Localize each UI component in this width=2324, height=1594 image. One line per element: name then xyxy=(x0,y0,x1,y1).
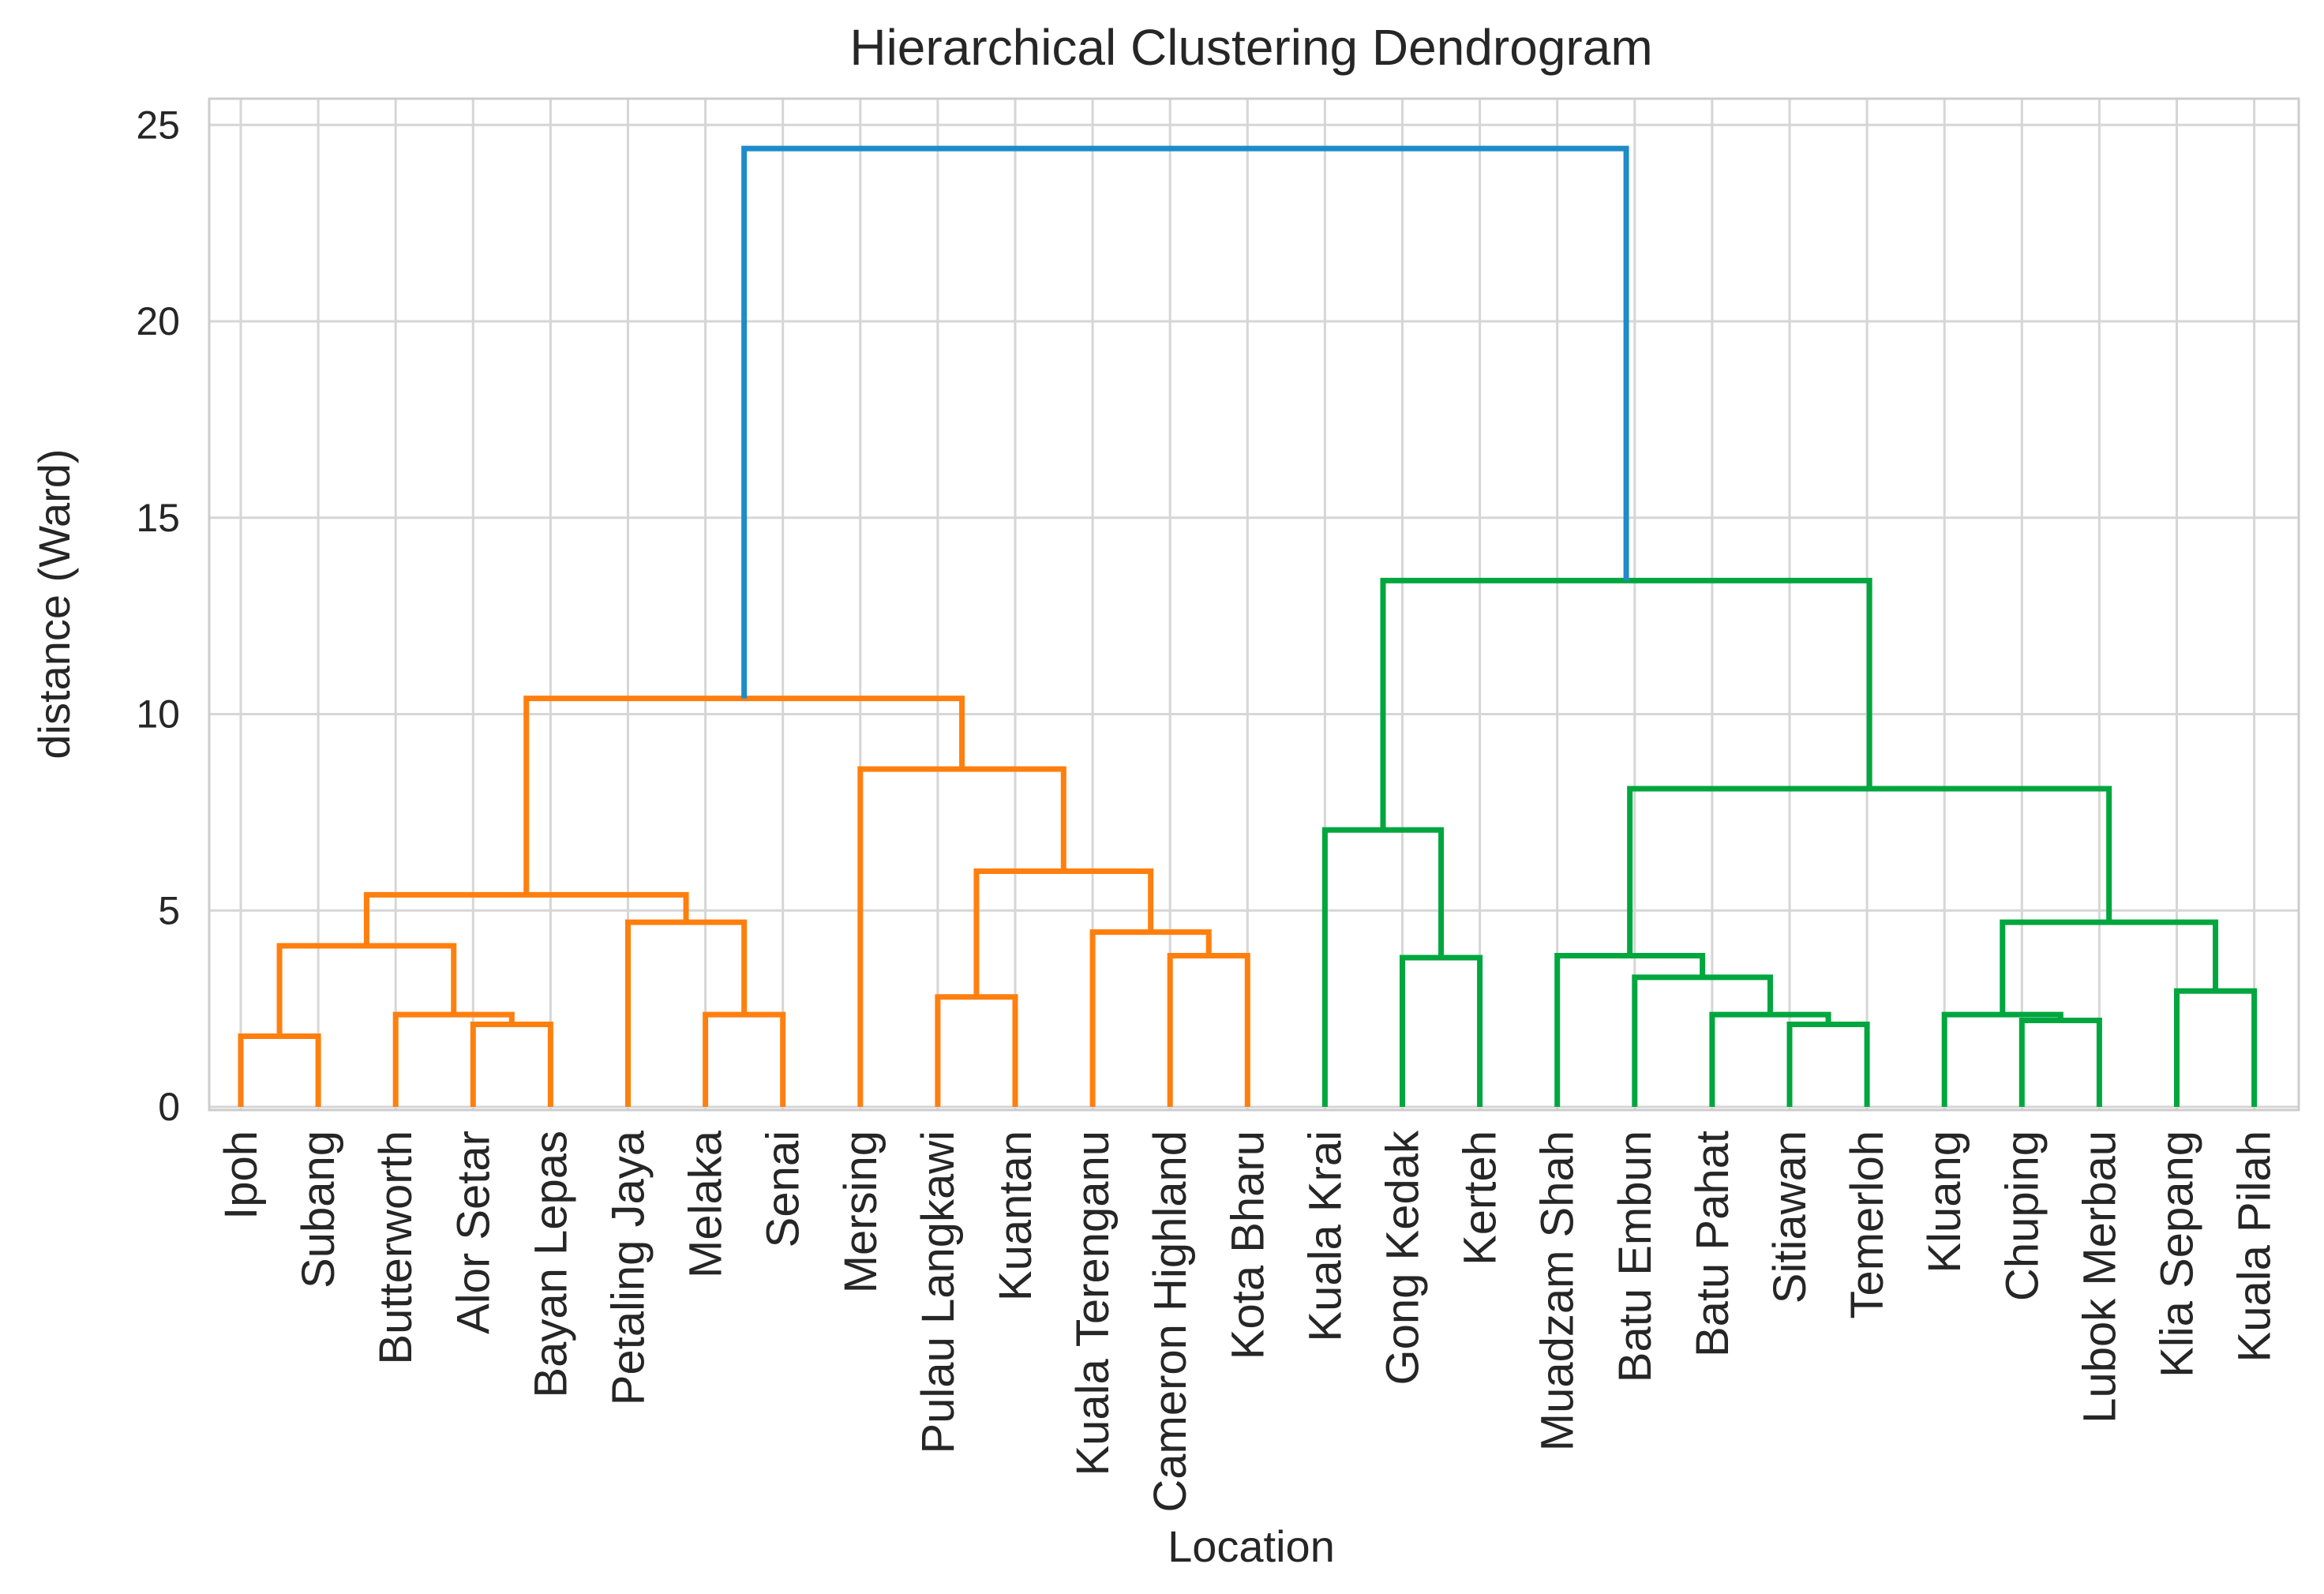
leaf-label: Cameron Highland xyxy=(1145,1131,1196,1513)
dendrogram-link xyxy=(935,994,1018,1107)
dendrogram-link xyxy=(238,1033,321,1107)
y-tick-label: 25 xyxy=(136,103,180,147)
dendrogram-link xyxy=(392,1011,515,1107)
leaf-label: Alor Setar xyxy=(448,1131,499,1334)
dendrogram-link xyxy=(857,766,1066,1107)
plot-frame xyxy=(208,97,2300,1112)
y-tick-label: 5 xyxy=(158,888,180,932)
dendrogram-link xyxy=(2000,919,2219,1015)
leaf-label: Senai xyxy=(758,1131,809,1247)
x-axis-label: Location xyxy=(1168,1521,1335,1571)
dendrogram-link xyxy=(523,696,965,895)
dendrogram-link xyxy=(470,1022,553,1107)
leaf-label: Muadzam Shah xyxy=(1532,1131,1584,1451)
grid xyxy=(209,99,2299,1110)
dendrogram-link xyxy=(625,919,748,1107)
leaf-label: Klia Sepang xyxy=(2152,1131,2203,1378)
leaf-label: Chuping xyxy=(1996,1131,2048,1301)
leaf-label: Kuala Krai xyxy=(1299,1131,1351,1342)
y-tick-label: 10 xyxy=(136,692,180,737)
leaf-label: Ipoh xyxy=(216,1131,267,1220)
dendrogram-link xyxy=(276,943,457,1037)
leaf-label: Kuala Terenganu xyxy=(1067,1131,1119,1476)
dendrogram-link xyxy=(1321,827,1445,1107)
leaf-label: Kuantan xyxy=(990,1131,1041,1301)
dendrogram-link xyxy=(1786,1022,1870,1107)
y-tick-label: 0 xyxy=(158,1085,180,1129)
leaf-label: Kerteh xyxy=(1455,1131,1506,1266)
leaf-label: Melaka xyxy=(680,1130,732,1278)
leaf-label: Batu Embun xyxy=(1610,1131,1661,1382)
y-axis-label: distance (Ward) xyxy=(29,448,79,759)
leaf-label: Pulau Langkawi xyxy=(913,1131,964,1454)
dendrogram-link xyxy=(2174,988,2258,1107)
dendrogram-link xyxy=(1380,577,1872,831)
leaf-labels: Ipoh Subang Butterworth Alor Setar Bayan Lep… xyxy=(216,1130,2281,1513)
leaf-label: Gong Kedak xyxy=(1378,1130,1429,1385)
dendrogram-links xyxy=(238,145,2258,1107)
dendrogram-link xyxy=(741,145,1629,699)
dendrogram-link xyxy=(2019,1018,2102,1107)
dendrogram-link xyxy=(703,1011,786,1107)
dendrogram-link xyxy=(1709,1011,1831,1107)
leaf-label: Batu Pahat xyxy=(1687,1131,1738,1357)
leaf-label: Bayan Lepas xyxy=(525,1131,576,1398)
chart-title: Hierarchical Clustering Dendrogram xyxy=(849,19,1652,76)
y-tick-labels: 0 5 10 15 20 25 xyxy=(136,103,180,1129)
dendrogram-link xyxy=(1167,952,1250,1107)
dendrogram-link xyxy=(1941,1011,2063,1107)
leaf-label: Lubok Merbau xyxy=(2074,1131,2125,1423)
leaf-label: Kluang xyxy=(1919,1131,1970,1273)
leaf-label: Temerloh xyxy=(1842,1131,1893,1319)
leaf-label: Kota Bharu xyxy=(1222,1131,1273,1360)
leaf-label: Sitiawan xyxy=(1764,1131,1816,1303)
leaf-label: Petaling Jaya xyxy=(603,1130,654,1405)
leaf-label: Mersing xyxy=(835,1131,886,1293)
dendrogram-link xyxy=(1400,955,1483,1107)
y-tick-label: 15 xyxy=(136,496,180,540)
dendrogram-link xyxy=(1632,974,1773,1107)
y-tick-label: 20 xyxy=(136,299,180,343)
leaf-label: Butterworth xyxy=(370,1131,422,1365)
dendrogram-link xyxy=(1627,786,2112,956)
leaf-label: Kuala Pilah xyxy=(2229,1131,2281,1362)
leaf-label: Subang xyxy=(293,1131,344,1288)
